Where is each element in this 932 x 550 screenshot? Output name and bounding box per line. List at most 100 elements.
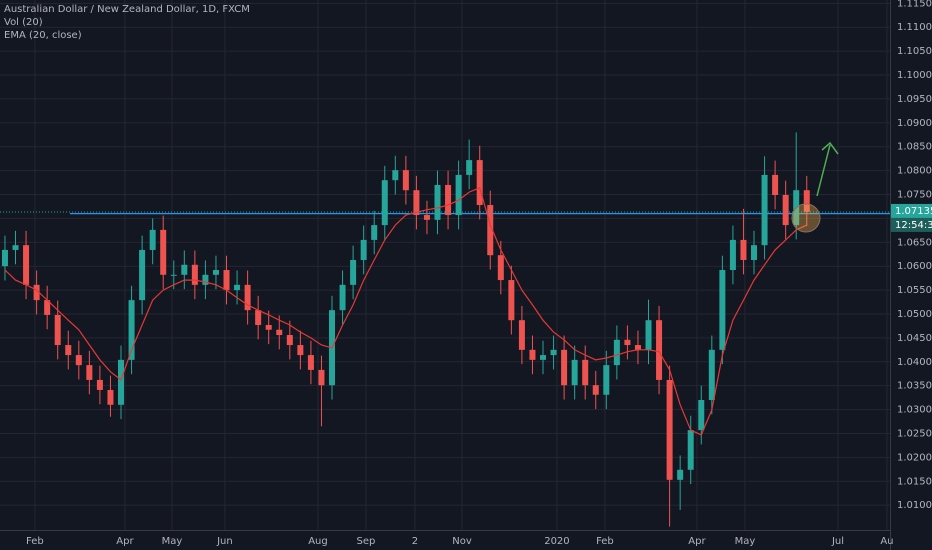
candle-body — [719, 270, 726, 350]
candle-body — [265, 324, 272, 330]
candle-body — [751, 245, 758, 260]
y-tick-label: 1.08500 — [897, 142, 932, 153]
y-tick-label: 1.08000 — [897, 166, 932, 177]
candle-body — [286, 335, 293, 346]
y-tick-label: 1.01500 — [897, 476, 932, 487]
x-tick-label: Jul — [831, 536, 844, 547]
grid — [0, 0, 890, 530]
y-tick-label: 1.06000 — [897, 261, 932, 272]
candle-body — [307, 355, 314, 370]
candle-body — [698, 400, 705, 431]
x-tick-label: Aug — [308, 536, 328, 547]
candle-body — [466, 160, 473, 175]
x-tick-label: May — [162, 536, 183, 547]
indicator-label: Vol (20) — [4, 17, 43, 28]
candle-body — [149, 229, 156, 250]
candle-body — [740, 239, 747, 260]
candle-body — [33, 284, 40, 301]
indicator-label: EMA (20, close) — [4, 30, 82, 41]
y-tick-label: 1.10500 — [897, 46, 932, 57]
price-tag — [891, 203, 932, 218]
candle-body — [782, 194, 789, 226]
candle-body — [350, 259, 357, 285]
candle-body — [54, 314, 61, 346]
candle-body — [96, 379, 103, 390]
y-tick-label: 1.09000 — [897, 118, 932, 129]
candle-body — [677, 469, 684, 480]
candle-body — [212, 270, 219, 275]
highlight-circle — [791, 203, 821, 233]
y-tick-label: 1.06500 — [897, 237, 932, 248]
marks — [0, 132, 890, 527]
candle-body — [139, 249, 146, 301]
candle-body — [318, 369, 325, 386]
candle-body — [118, 359, 125, 405]
candle-body — [529, 349, 536, 360]
y-tick-label: 1.03500 — [897, 381, 932, 392]
candle-body — [23, 245, 30, 285]
y-tick-label: 1.01000 — [897, 500, 932, 511]
candle-body — [107, 389, 114, 405]
x-tick-label: Au — [880, 536, 893, 547]
candle-body — [772, 174, 779, 195]
candle-body — [687, 430, 694, 470]
candle-body — [803, 190, 810, 212]
candle-body — [1, 249, 8, 267]
candle-body — [44, 300, 51, 315]
candle-body — [645, 320, 652, 350]
chart-title: Australian Dollar / New Zealand Dollar, … — [4, 4, 250, 15]
candle-body — [423, 215, 430, 220]
candle-body — [634, 345, 641, 350]
candle-body — [476, 160, 483, 206]
y-tick-label: 1.07500 — [897, 190, 932, 201]
y-tick-label: 1.02000 — [897, 452, 932, 463]
candle-body — [170, 274, 177, 276]
y-tick-label: 1.04500 — [897, 333, 932, 344]
candle-body — [761, 174, 768, 246]
candle-body — [455, 174, 462, 216]
x-tick-label: Nov — [452, 536, 472, 547]
candle-body — [202, 274, 209, 285]
candle-body — [181, 264, 188, 275]
candle-body — [561, 349, 568, 386]
candle-body — [75, 355, 82, 366]
candle-body — [244, 284, 251, 311]
candle-body — [255, 310, 262, 325]
candle-body — [518, 320, 525, 350]
candle-body — [729, 239, 736, 271]
candle-body — [128, 300, 135, 360]
arrow — [816, 141, 839, 197]
candle-body — [276, 329, 283, 336]
candle-body — [666, 379, 673, 480]
candle-body — [360, 239, 367, 260]
candle-body — [434, 184, 441, 220]
candle-body — [656, 320, 663, 380]
candle-body — [582, 359, 589, 386]
y-tick-label: 1.02500 — [897, 428, 932, 439]
candle-body — [191, 264, 198, 285]
y-tick-label: 1.03000 — [897, 405, 932, 416]
x-tick-label: Apr — [688, 536, 706, 547]
candle-body — [371, 225, 378, 240]
candle-body — [86, 365, 93, 380]
y-tick-label: 1.11500 — [897, 0, 932, 9]
y-tick-label: 1.10000 — [897, 70, 932, 81]
candle-body — [12, 245, 19, 250]
candle-body — [613, 339, 620, 366]
x-tick-label: Jun — [216, 536, 233, 547]
candle-body — [571, 359, 578, 386]
y-tick-label: 1.05000 — [897, 309, 932, 320]
countdown-tag — [891, 217, 932, 232]
countdown-label: 12:54:31 — [895, 220, 932, 231]
candle-body — [297, 345, 304, 356]
candle-body — [508, 280, 515, 321]
ema-line — [4, 186, 808, 436]
price-tag-label: 1.07135 — [895, 206, 932, 217]
x-tick-label: 2020 — [544, 536, 569, 547]
candle-body — [497, 255, 504, 281]
candle-body — [160, 229, 167, 275]
candle-body — [603, 365, 610, 395]
x-tick-label: May — [735, 536, 756, 547]
